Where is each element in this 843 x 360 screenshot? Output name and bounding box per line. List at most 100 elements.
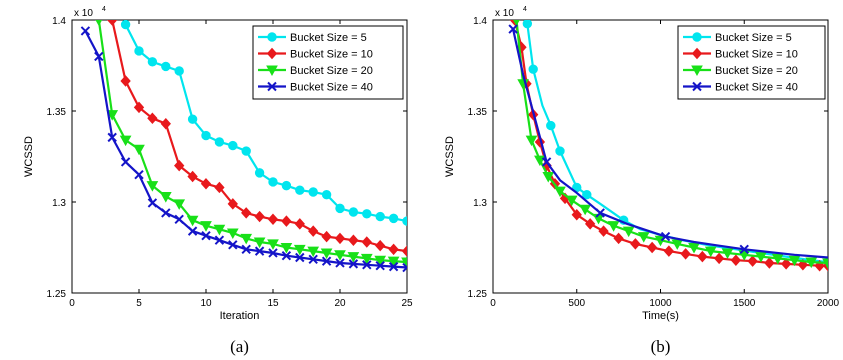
series-point — [267, 213, 279, 226]
series-point — [555, 146, 565, 156]
y-axis-label: WCSSD — [444, 136, 456, 177]
legend-label: Bucket Size = 40 — [715, 82, 798, 94]
series-point — [747, 255, 758, 267]
series-point — [307, 246, 320, 258]
series-point — [630, 238, 641, 250]
legend-label: Bucket Size = 40 — [290, 82, 373, 94]
series-point — [522, 20, 533, 29]
legend-marker — [266, 47, 278, 60]
series-point — [546, 120, 556, 131]
series-point — [374, 255, 387, 267]
series-point — [120, 20, 131, 30]
series-point — [254, 168, 265, 178]
x-tick-label: 1000 — [649, 298, 672, 309]
series-point — [120, 157, 131, 167]
legend-marker — [692, 32, 702, 42]
series-point — [788, 255, 801, 267]
series-point — [764, 257, 775, 269]
y-exponent-power: 4 — [523, 6, 527, 13]
series-point — [582, 190, 592, 200]
y-tick-label: 1.3 — [473, 198, 487, 209]
series-line — [124, 24, 407, 223]
series-point — [174, 214, 184, 224]
x-tick-label: 20 — [334, 298, 346, 309]
series-point — [187, 170, 198, 183]
chart-a: 0 5 10 15 20 25 1.25 1.3 1.35 1.4 x 10 4 Iteration WC… — [23, 6, 413, 356]
y-axis-label: WCSSD — [23, 136, 35, 177]
series-point — [254, 210, 265, 223]
series-point — [622, 226, 635, 238]
series-point — [227, 198, 238, 210]
legend-label: Bucket Size = 5 — [290, 32, 367, 44]
series-point — [375, 239, 386, 252]
series-point — [565, 195, 578, 207]
series-point — [660, 231, 671, 242]
series-point — [173, 199, 186, 210]
series-point — [308, 254, 318, 265]
legend-box — [252, 25, 404, 100]
series-point — [360, 253, 373, 265]
chart-caption: (a) — [230, 337, 249, 356]
series-point — [362, 209, 372, 219]
y-exponent-label: x 10 — [495, 8, 514, 19]
series-point — [268, 177, 278, 187]
series-point — [214, 137, 225, 147]
legend-marker — [267, 81, 277, 92]
series-point — [214, 235, 225, 245]
series-point — [160, 117, 171, 130]
series-point — [133, 101, 145, 114]
series-point — [280, 243, 293, 254]
series-point — [822, 258, 828, 269]
series-point — [107, 132, 117, 143]
y-tick-label: 1.25 — [47, 289, 67, 300]
series-point — [200, 221, 212, 232]
series-point — [542, 172, 555, 183]
y-tick-label: 1.35 — [468, 107, 488, 118]
series-point — [528, 64, 538, 74]
x-tick-label: 25 — [401, 298, 413, 309]
series-point — [134, 46, 144, 56]
x-tick-label: 0 — [490, 298, 496, 309]
y-exponent-power: 4 — [102, 6, 106, 13]
series-point — [388, 243, 399, 256]
series-point — [119, 135, 132, 147]
series-point — [513, 20, 520, 27]
series-point — [241, 146, 251, 156]
series-point — [375, 260, 385, 271]
x-tick-label: 500 — [568, 298, 585, 309]
series-point — [241, 244, 251, 255]
series-point — [348, 207, 359, 217]
series-point — [107, 20, 118, 26]
series-point — [335, 258, 345, 268]
series-point — [187, 226, 198, 236]
series-point — [147, 198, 158, 208]
series-group — [80, 20, 407, 273]
x-tick-label: 5 — [136, 298, 142, 309]
legend-label: Bucket Size = 20 — [290, 65, 373, 77]
series-point — [200, 178, 212, 190]
legend-marker — [691, 47, 703, 60]
series-point — [161, 208, 171, 218]
series-point — [226, 228, 239, 239]
series-point — [805, 257, 818, 269]
series-point — [80, 26, 91, 36]
y-exponent-label: x 10 — [74, 8, 93, 19]
series-point — [388, 213, 399, 224]
series-point — [388, 261, 399, 272]
chart-caption: (b) — [651, 337, 671, 356]
series-point — [214, 181, 225, 194]
series-point — [293, 244, 306, 256]
series-point — [362, 260, 372, 270]
x-tick-label: 2000 — [817, 298, 840, 309]
series-point — [321, 190, 332, 200]
series-point — [174, 66, 184, 76]
x-tick-label: 10 — [200, 298, 212, 309]
x-axis-label: Iteration — [220, 310, 260, 322]
x-axis-label: Time(s) — [642, 310, 679, 322]
series-point — [402, 262, 407, 273]
y-tick-label: 1.3 — [52, 198, 66, 209]
y-tick-label: 1.35 — [47, 107, 67, 118]
series-point — [281, 250, 292, 261]
series-point — [584, 218, 596, 230]
legend-marker — [692, 81, 702, 92]
